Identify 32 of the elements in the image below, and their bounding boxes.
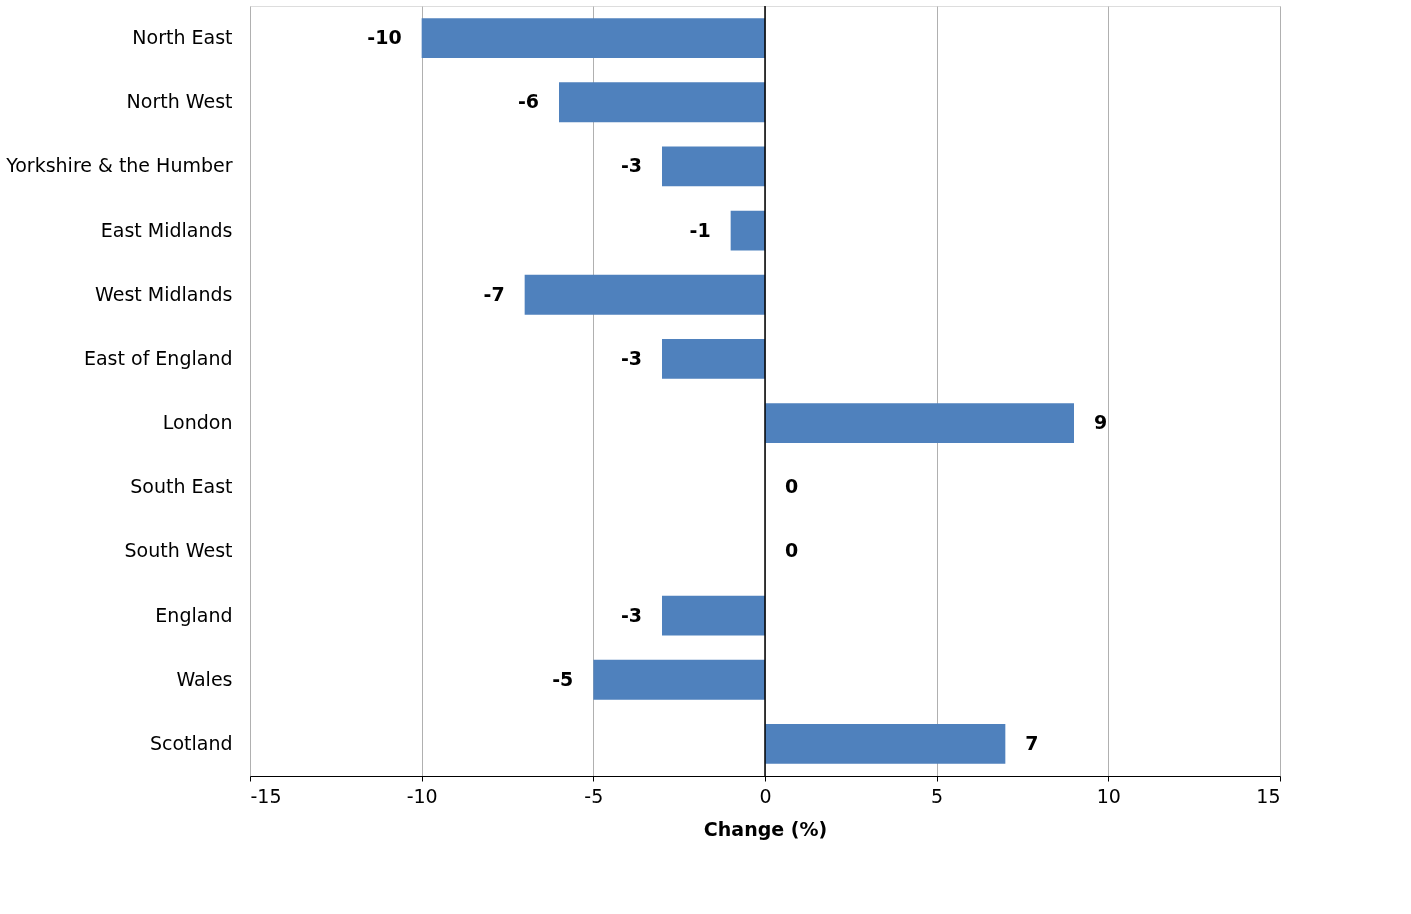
y-tick-label: East Midlands	[100, 218, 233, 241]
y-tick-label: East of England	[83, 346, 233, 369]
y-tick-label: South East	[130, 475, 233, 498]
y-tick-label: South West	[124, 539, 233, 562]
data-label: 9	[1094, 411, 1108, 434]
x-tick-label: 10	[1096, 784, 1121, 807]
data-label: -5	[552, 667, 574, 690]
data-label: 0	[785, 539, 799, 562]
x-tick-label: 5	[931, 784, 944, 807]
data-label: 0	[785, 475, 799, 498]
data-label: -3	[620, 154, 642, 177]
data-label: -10	[367, 26, 402, 49]
y-tick-label: North West	[126, 90, 233, 113]
y-tick-label: North East	[132, 26, 233, 49]
x-tick-label: -5	[584, 784, 604, 807]
y-tick-label: West Midlands	[95, 282, 233, 305]
data-label: -7	[483, 282, 505, 305]
x-axis-title: Change (%)	[703, 817, 828, 840]
data-label: 7	[1025, 731, 1039, 754]
data-label: -3	[620, 346, 642, 369]
x-tick-label: 15	[1256, 784, 1281, 807]
data-label: -6	[517, 90, 539, 113]
y-tick-label: London	[162, 411, 233, 434]
y-tick-label: Yorkshire & the Humber	[5, 154, 233, 177]
x-tick-label: -15	[250, 784, 282, 807]
y-tick-label: Wales	[176, 667, 233, 690]
data-label: -3	[620, 603, 642, 626]
y-tick-label: England	[155, 603, 233, 626]
y-tick-label: Scotland	[149, 731, 233, 754]
x-tick-label: 0	[759, 784, 772, 807]
x-tick-label: -10	[406, 784, 438, 807]
data-label: -1	[689, 218, 711, 241]
